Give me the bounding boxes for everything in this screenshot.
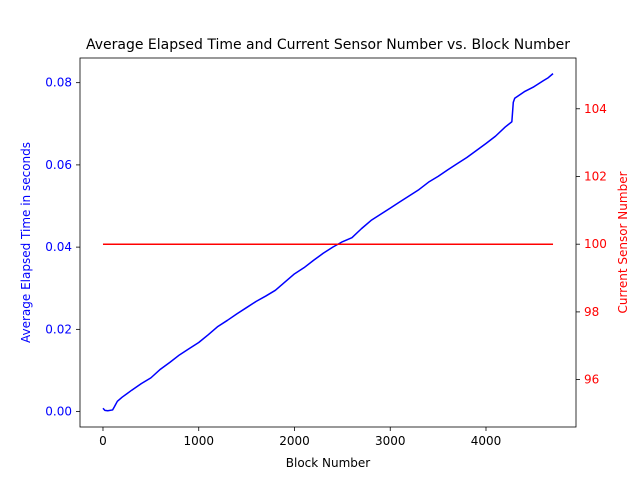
x-tick-label: 1000	[183, 434, 214, 448]
x-axis-ticks: 0 1000 2000 3000 4000	[99, 427, 501, 448]
left-y-tick-label: 0.08	[45, 76, 72, 90]
left-y-tick-label: 0.00	[45, 405, 72, 419]
plot-area	[102, 73, 554, 412]
left-y-tick-label: 0.06	[45, 158, 72, 172]
x-tick-label: 0	[99, 434, 107, 448]
right-y-axis-label: Current Sensor Number	[616, 171, 630, 313]
right-y-tick-label: 98	[584, 305, 599, 319]
right-y-tick-label: 100	[584, 237, 607, 251]
right-y-tick-label: 104	[584, 102, 607, 116]
x-axis-label: Block Number	[286, 456, 371, 470]
left-y-tick-label: 0.02	[45, 322, 72, 336]
right-y-axis-ticks: 96 98 100 102 104	[576, 102, 607, 387]
plot-frame	[79, 57, 577, 428]
left-y-axis-ticks: 0.00 0.02 0.04 0.06 0.08	[45, 76, 80, 419]
right-y-tick-label: 102	[584, 169, 607, 183]
left-y-axis-label: Average Elapsed Time in seconds	[19, 142, 33, 343]
left-y-tick-label: 0.04	[45, 240, 72, 254]
series-line-elapsed-time	[102, 73, 554, 412]
x-tick-label: 4000	[471, 434, 502, 448]
x-tick-label: 3000	[375, 434, 406, 448]
x-tick-label: 2000	[279, 434, 310, 448]
chart-title: Average Elapsed Time and Current Sensor …	[86, 37, 570, 53]
right-y-tick-label: 96	[584, 373, 599, 387]
